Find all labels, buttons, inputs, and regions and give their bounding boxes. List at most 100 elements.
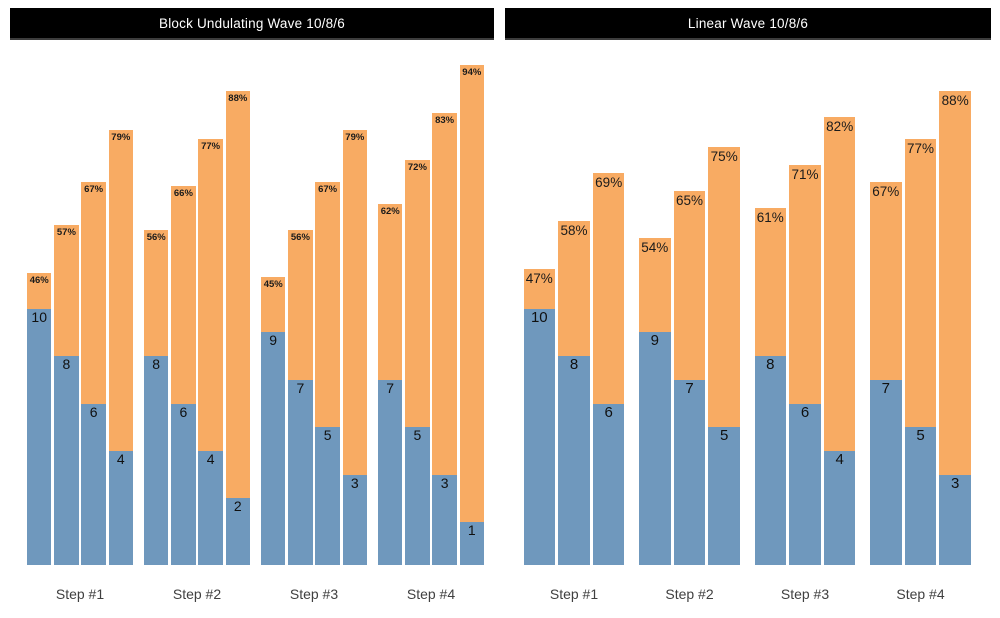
reps-segment <box>708 427 740 565</box>
reps-label: 9 <box>650 332 659 350</box>
reps-segment <box>27 308 52 565</box>
pct-label: 56% <box>146 231 166 243</box>
pct-label: 72% <box>407 162 427 174</box>
reps-segment <box>171 403 196 565</box>
reps-segment <box>870 379 902 565</box>
stacked-bar: 67% 6 <box>81 181 106 565</box>
x-axis-label: Step #1 <box>549 586 599 602</box>
reps-label: 1 <box>467 522 476 538</box>
reps-label: 4 <box>835 450 844 468</box>
stacked-bar: 61% 8 <box>754 207 787 565</box>
pct-label: 62% <box>380 205 400 217</box>
reps-label: 10 <box>530 308 548 326</box>
pct-label: 83% <box>435 114 455 126</box>
x-axis-label: Step #2 <box>172 586 222 602</box>
pct-label: 67% <box>318 183 338 195</box>
reps-segment <box>754 356 787 565</box>
reps-label: 5 <box>413 427 422 444</box>
bar-chart-block-undulating: 46% 10 57% 8 67% 6 79% 4 56% 8 66% 6 77% 4 88% 2 45% 9 56%… <box>10 40 494 565</box>
pct-label: 88% <box>941 92 969 108</box>
pct-label: 57% <box>56 227 76 239</box>
reps-segment <box>523 308 556 565</box>
reps-segment <box>261 332 286 565</box>
panel-title: Linear Wave 10/8/6 <box>687 15 809 31</box>
pct-label: 82% <box>826 118 854 134</box>
reps-label: 3 <box>350 474 359 491</box>
reps-label: 4 <box>116 450 125 467</box>
stacked-bar: 45% 9 <box>261 277 286 565</box>
reps-label: 7 <box>296 379 305 396</box>
reps-segment <box>342 474 367 565</box>
pct-label: 46% <box>29 274 49 286</box>
panel-linear-wave: Linear Wave 10/8/6 47% 10 58% 8 69% 6 54% 9 65% 7… <box>505 8 991 618</box>
panel-block-undulating-wave: Block Undulating Wave 10/8/6 46% 10 57% 8 67… <box>10 8 494 618</box>
reps-segment <box>432 474 457 565</box>
x-axis-label: Step #3 <box>289 586 339 602</box>
pct-label: 71% <box>791 166 819 182</box>
stacked-bar: 88% 2 <box>225 90 250 565</box>
pct-label: 45% <box>263 279 283 291</box>
reps-label: 4 <box>206 450 215 467</box>
pct-label: 79% <box>111 131 131 143</box>
reps-segment <box>789 403 821 565</box>
pct-label: 56% <box>290 231 310 243</box>
reps-segment <box>288 379 313 565</box>
reps-label: 6 <box>89 403 98 420</box>
pct-label: 88% <box>228 92 248 104</box>
x-axis-label: Step #1 <box>55 586 105 602</box>
stacked-bar: 62% 7 <box>378 203 403 565</box>
stacked-bar: 57% 8 <box>54 225 79 565</box>
pct-label: 75% <box>710 149 738 165</box>
pct-label: 77% <box>201 140 221 152</box>
reps-label: 2 <box>233 498 242 515</box>
reps-segment <box>459 522 484 565</box>
reps-label: 5 <box>916 427 925 445</box>
reps-segment <box>939 474 971 565</box>
pct-label: 66% <box>173 188 193 200</box>
reps-segment <box>144 356 169 565</box>
x-axis-labels: Step #1 Step #2 Step #3 Step #4 <box>10 565 494 618</box>
pct-label: 67% <box>872 183 900 199</box>
stacked-bar: 46% 10 <box>27 272 52 565</box>
x-axis-label: Step #4 <box>896 586 945 602</box>
reps-label: 5 <box>720 427 729 445</box>
reps-label: 5 <box>323 427 332 444</box>
reps-segment <box>81 403 106 565</box>
reps-segment <box>673 379 706 565</box>
stacked-bar: 47% 10 <box>523 268 556 565</box>
panel-title: Block Undulating Wave 10/8/6 <box>159 15 345 31</box>
reps-label: 9 <box>269 332 278 349</box>
reps-segment <box>904 427 937 565</box>
panel-title-bar: Linear Wave 10/8/6 <box>505 8 991 40</box>
stacked-bar: 79% 4 <box>108 129 133 565</box>
pct-label: 79% <box>345 131 365 143</box>
reps-label: 8 <box>152 356 161 373</box>
reps-segment <box>108 450 133 565</box>
stacked-bar: 67% 5 <box>315 181 340 565</box>
pct-label: 77% <box>906 140 935 156</box>
reps-segment <box>198 450 223 565</box>
stacked-bar: 83% 3 <box>432 112 457 565</box>
x-axis-label: Step #3 <box>780 586 830 602</box>
reps-label: 8 <box>62 356 71 373</box>
reps-label: 6 <box>604 403 613 421</box>
reps-segment <box>823 450 856 565</box>
reps-label: 3 <box>440 474 449 491</box>
pct-label: 47% <box>525 270 553 286</box>
bar-chart-linear-wave: 47% 10 58% 8 69% 6 54% 9 65% 7 75% 5 61% 8 71% 6 82% 4 67%… <box>505 40 991 565</box>
stacked-bar: 71% 6 <box>789 164 821 565</box>
pct-label: 94% <box>462 66 482 78</box>
stacked-bar: 58% 8 <box>558 220 590 565</box>
stacked-bar: 88% 3 <box>939 90 971 565</box>
stacked-bar: 56% 8 <box>144 229 169 565</box>
reps-segment <box>225 498 250 565</box>
stacked-bar: 69% 6 <box>592 173 625 565</box>
pct-label: 69% <box>595 175 623 191</box>
pct-label: 58% <box>560 222 588 238</box>
pct-label: 65% <box>675 192 704 208</box>
stacked-bar: 67% 7 <box>870 181 902 565</box>
pct-label: 67% <box>84 183 104 195</box>
x-axis-label: Step #4 <box>406 586 456 602</box>
reps-segment <box>558 356 590 565</box>
